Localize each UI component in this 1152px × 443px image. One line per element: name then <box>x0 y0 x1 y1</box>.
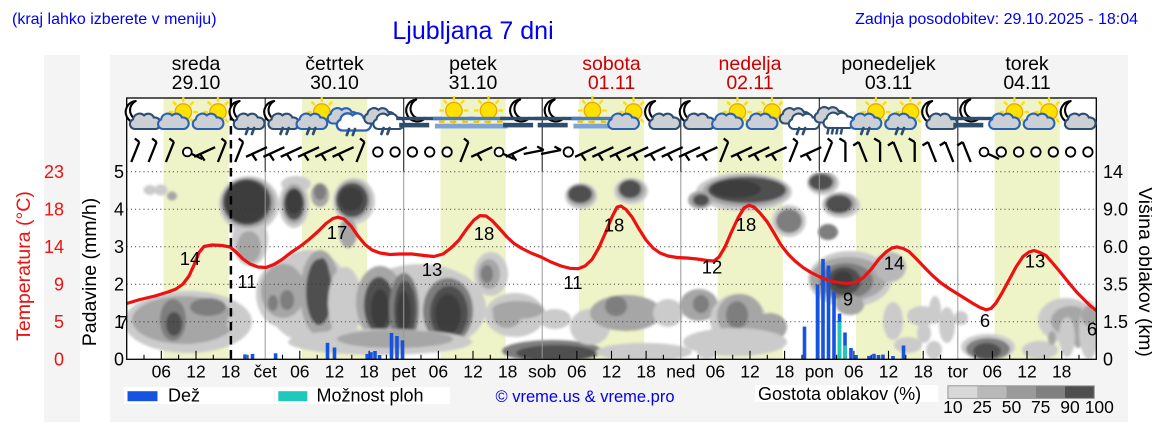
svg-text:13: 13 <box>1025 251 1046 272</box>
svg-text:0: 0 <box>1103 349 1113 369</box>
svg-text:23: 23 <box>44 162 64 182</box>
svg-text:pon: pon <box>805 361 834 381</box>
svg-text:75: 75 <box>1031 397 1050 417</box>
svg-text:Padavine (mm/h): Padavine (mm/h) <box>79 198 101 346</box>
svg-text:06: 06 <box>844 361 863 381</box>
svg-text:11: 11 <box>563 272 582 293</box>
svg-text:pet: pet <box>392 361 416 381</box>
svg-text:ned: ned <box>666 361 695 381</box>
svg-text:18: 18 <box>498 361 517 381</box>
svg-text:18: 18 <box>474 223 495 244</box>
svg-text:sobota: sobota <box>582 53 641 75</box>
svg-text:18: 18 <box>736 214 757 235</box>
svg-text:14: 14 <box>44 237 64 257</box>
svg-text:6: 6 <box>980 310 990 331</box>
svg-text:sob: sob <box>528 361 556 381</box>
svg-text:10: 10 <box>943 397 963 417</box>
svg-text:čet: čet <box>254 361 277 381</box>
svg-text:18: 18 <box>636 361 655 381</box>
svg-text:14: 14 <box>1103 162 1123 182</box>
svg-text:06: 06 <box>290 361 309 381</box>
svg-text:5: 5 <box>114 162 124 182</box>
svg-text:18: 18 <box>221 361 240 381</box>
svg-text:1.5: 1.5 <box>1103 312 1128 332</box>
svg-text:12: 12 <box>463 361 482 381</box>
svg-text:Temperatura (°C): Temperatura (°C) <box>13 191 35 341</box>
svg-text:12: 12 <box>602 361 621 381</box>
svg-text:9.0: 9.0 <box>1103 199 1128 219</box>
svg-text:12: 12 <box>186 361 205 381</box>
svg-text:torek: torek <box>1005 53 1049 75</box>
svg-text:50: 50 <box>1002 397 1022 417</box>
svg-text:ponedeljek: ponedeljek <box>841 53 936 75</box>
svg-text:02.11: 02.11 <box>726 72 773 94</box>
svg-text:Ljubljana 7 dni: Ljubljana 7 dni <box>392 17 553 45</box>
svg-text:© vreme.us & vreme.pro: © vreme.us & vreme.pro <box>495 388 674 406</box>
svg-text:2: 2 <box>114 274 124 294</box>
svg-text:6: 6 <box>1087 319 1097 340</box>
svg-text:Gostota oblakov (%): Gostota oblakov (%) <box>758 384 921 404</box>
svg-text:06: 06 <box>983 361 1002 381</box>
svg-text:17: 17 <box>327 222 348 243</box>
svg-text:7: 7 <box>118 312 128 333</box>
svg-text:9: 9 <box>54 274 64 294</box>
svg-text:100: 100 <box>1085 397 1114 417</box>
svg-text:25: 25 <box>972 397 991 417</box>
svg-text:14: 14 <box>180 248 201 269</box>
svg-text:03.11: 03.11 <box>865 72 912 94</box>
svg-text:18: 18 <box>1052 361 1071 381</box>
svg-text:4: 4 <box>114 199 124 219</box>
svg-text:5: 5 <box>54 312 64 332</box>
svg-text:1: 1 <box>114 312 124 332</box>
svg-text:3: 3 <box>114 237 124 257</box>
svg-text:četrtek: četrtek <box>305 53 364 75</box>
svg-text:18: 18 <box>44 199 64 219</box>
svg-text:12: 12 <box>740 361 759 381</box>
svg-text:12: 12 <box>1017 361 1036 381</box>
svg-text:Višina oblakov (km): Višina oblakov (km) <box>1134 187 1152 357</box>
svg-text:90: 90 <box>1060 397 1080 417</box>
svg-text:0: 0 <box>54 349 64 369</box>
svg-text:Zadnja posodobitev: 29.10.2025: Zadnja posodobitev: 29.10.2025 - 18:04 <box>855 11 1138 28</box>
svg-text:06: 06 <box>429 361 448 381</box>
svg-text:Možnost ploh: Možnost ploh <box>317 386 424 406</box>
svg-text:(kraj lahko izberete v meniju): (kraj lahko izberete v meniju) <box>12 11 217 28</box>
svg-text:13: 13 <box>422 259 443 280</box>
svg-text:18: 18 <box>775 361 794 381</box>
svg-text:6.0: 6.0 <box>1103 237 1128 257</box>
svg-text:06: 06 <box>706 361 725 381</box>
svg-text:06: 06 <box>567 361 586 381</box>
svg-text:01.11: 01.11 <box>588 72 635 94</box>
svg-text:11: 11 <box>237 271 256 292</box>
svg-text:31.10: 31.10 <box>449 72 498 94</box>
svg-text:06: 06 <box>152 361 171 381</box>
svg-text:30.10: 30.10 <box>310 72 359 94</box>
svg-text:12: 12 <box>702 257 723 278</box>
svg-text:14: 14 <box>884 253 905 274</box>
svg-text:18: 18 <box>913 361 932 381</box>
svg-text:12: 12 <box>325 361 344 381</box>
svg-text:9: 9 <box>843 289 853 310</box>
svg-text:Dež: Dež <box>168 386 200 406</box>
svg-text:tor: tor <box>948 361 969 381</box>
svg-text:04.11: 04.11 <box>1003 72 1050 94</box>
svg-text:0: 0 <box>114 349 124 369</box>
svg-text:petek: petek <box>449 53 497 75</box>
svg-text:3.5: 3.5 <box>1103 274 1128 294</box>
svg-text:18: 18 <box>359 361 378 381</box>
svg-text:sreda: sreda <box>172 53 221 75</box>
svg-text:12: 12 <box>879 361 898 381</box>
svg-text:nedelja: nedelja <box>719 53 782 75</box>
svg-text:18: 18 <box>604 215 625 236</box>
svg-text:29.10: 29.10 <box>172 72 221 94</box>
